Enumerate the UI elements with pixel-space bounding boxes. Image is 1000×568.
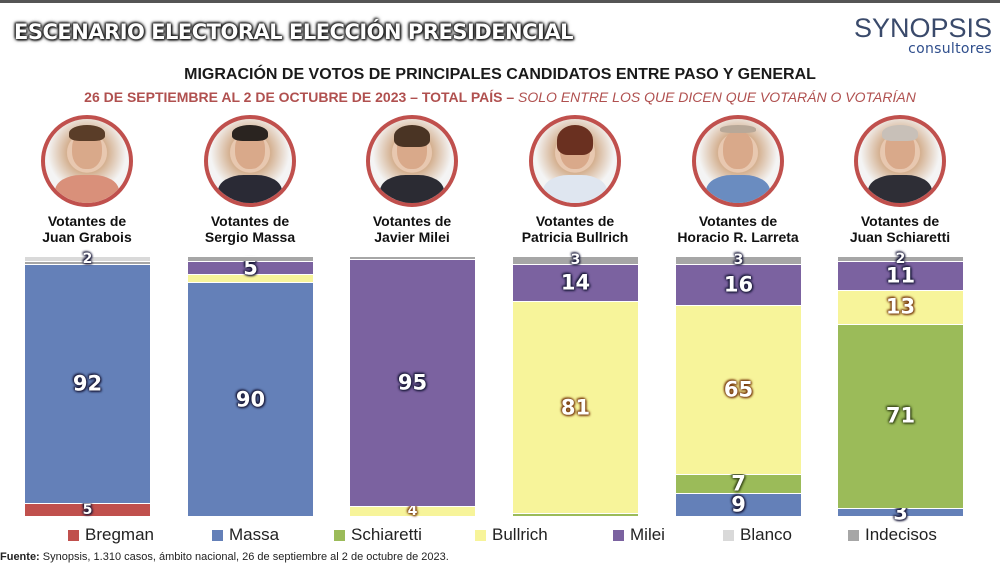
avatar-grabois [41, 115, 133, 207]
bar-segment-indecisos: 3 [513, 252, 638, 269]
logo-subtitle: consultores [908, 41, 992, 57]
legend-swatch-icon [475, 529, 486, 541]
segment-value-label: 65 [723, 377, 754, 402]
bar-segment-bullrich: 13 [838, 289, 963, 324]
segment-value-label: 4 [407, 503, 418, 520]
segment-value-label: 90 [235, 387, 266, 411]
legend-item-bregman: Bregman [68, 525, 154, 545]
bar-segment-blanco: 2 [25, 252, 150, 266]
bar-segment-indecisos [25, 261, 150, 264]
legend-swatch-icon [848, 529, 859, 541]
column-label: Votantes de Javier Milei [372, 213, 452, 245]
bar-segment-indecisos [350, 256, 475, 259]
bar-bullrich: 81 14 3 [513, 252, 638, 516]
avatar-larreta [692, 115, 784, 207]
source-label: Fuente: [0, 551, 40, 563]
chart-subtitle-note: SOLO ENTRE LOS QUE DICEN QUE VOTARÁN O V… [518, 89, 916, 105]
segment-value-label: 3 [570, 252, 581, 269]
legend-item-indecisos: Indecisos [848, 525, 937, 545]
bar-massa: 90 5 [188, 256, 313, 516]
bar-segment-milei: 16 [676, 263, 801, 306]
bar-segment-bregman: 5 [25, 502, 150, 518]
chart-title: MIGRACIÓN DE VOTOS DE PRINCIPALES CANDID… [184, 66, 816, 83]
source-note: Fuente: Synopsis, 1.310 casos, ámbito na… [0, 551, 449, 563]
bar-segment-massa: 9 [676, 492, 801, 517]
bar-segment-milei: 95 [350, 258, 475, 506]
segment-value-label: 9 [731, 492, 746, 517]
bar-segment-schiaretti: 71 [838, 323, 963, 509]
segment-value-label: 2 [895, 251, 906, 268]
column-label: Votantes de Juan Schiaretti [849, 213, 951, 245]
legend-item-bullrich: Bullrich [475, 525, 548, 545]
segment-value-label: 3 [733, 252, 744, 269]
bar-segment-bullrich: 81 [513, 300, 638, 514]
avatar-schiaretti [854, 115, 946, 207]
bar-segment-massa: 92 [25, 263, 150, 503]
bar-larreta: 9 7 65 16 3 [676, 252, 801, 517]
legend-item-schiaretti: Schiaretti [334, 525, 422, 545]
candidate-column-larreta: Votantes de Horacio R. Larreta [668, 115, 808, 245]
bar-grabois: 5 92 2 [25, 252, 150, 518]
legend-swatch-icon [613, 529, 624, 541]
column-label: Votantes de Sergio Massa [204, 213, 296, 245]
segment-value-label: 5 [82, 502, 93, 518]
chart-subtitle: 26 DE SEPTIEMBRE AL 2 DE OCTUBRE DE 2023… [0, 89, 1000, 105]
bar-segment-milei: 5 [188, 257, 313, 278]
bar-segment-bullrich: 65 [676, 305, 801, 475]
chart-legend: Bregman Massa Schiaretti Bullrich Milei … [0, 525, 1000, 547]
bar-segment-massa: 3 [838, 502, 963, 523]
column-label: Votantes de Horacio R. Larreta [677, 213, 799, 245]
bar-segment-massa: 90 [188, 282, 313, 516]
segment-value-label: 14 [560, 270, 591, 295]
segment-value-label: 13 [885, 294, 916, 319]
bar-segment-indecisos: 3 [676, 252, 801, 269]
source-text: Synopsis, 1.310 casos, ámbito nacional, … [39, 551, 449, 563]
segment-value-label: 2 [82, 251, 93, 268]
avatar-massa [204, 115, 296, 207]
bar-segment-bullrich: 4 [350, 503, 475, 520]
candidate-column-grabois: Votantes de Juan Grabois [17, 115, 157, 245]
bar-segment-schiaretti [513, 513, 638, 516]
legend-item-blanco: Blanco [723, 525, 792, 545]
bar-segment-milei: 14 [513, 263, 638, 301]
bar-milei: 4 95 [350, 256, 475, 520]
column-label: Votantes de Patricia Bullrich [521, 213, 629, 245]
legend-swatch-icon [212, 529, 223, 541]
candidate-column-schiaretti: Votantes de Juan Schiaretti [830, 115, 970, 245]
legend-swatch-icon [334, 529, 345, 541]
synopsis-logo: SYNOPSIS consultores [854, 14, 992, 57]
column-label: Votantes de Juan Grabois [42, 213, 132, 245]
segment-value-label: 81 [560, 395, 591, 420]
top-rule [0, 0, 1000, 3]
candidate-column-massa: Votantes de Sergio Massa [180, 115, 320, 245]
segment-value-label: 71 [885, 403, 916, 428]
main-title: ESCENARIO ELECTORAL ELECCIÓN PRESIDENCIA… [14, 20, 573, 44]
segment-value-label: 95 [397, 370, 428, 395]
legend-item-milei: Milei [613, 525, 665, 545]
avatar-milei [366, 115, 458, 207]
bar-segment-bullrich [188, 274, 313, 282]
legend-swatch-icon [68, 529, 79, 541]
bar-segment-schiaretti: 7 [676, 471, 801, 496]
legend-swatch-icon [723, 529, 734, 541]
legend-item-massa: Massa [212, 525, 279, 545]
chart-subtitle-dates: 26 DE SEPTIEMBRE AL 2 DE OCTUBRE DE 2023… [84, 89, 515, 105]
segment-value-label: 7 [731, 471, 746, 496]
segment-value-label: 92 [72, 371, 103, 396]
logo-wordmark: SYNOPSIS [853, 13, 992, 43]
avatar-bullrich [529, 115, 621, 207]
bar-schiaretti: 3 71 13 11 2 [838, 252, 963, 523]
bar-segment-milei: 11 [838, 261, 963, 290]
segment-value-label: 5 [243, 255, 258, 280]
segment-value-label: 11 [885, 263, 916, 288]
bar-segment-indecisos: 2 [838, 252, 963, 266]
segment-value-label: 16 [723, 272, 754, 297]
bar-segment-indecisos [188, 256, 313, 262]
candidate-column-bullrich: Votantes de Patricia Bullrich [505, 115, 645, 245]
candidate-column-milei: Votantes de Javier Milei [342, 115, 482, 245]
